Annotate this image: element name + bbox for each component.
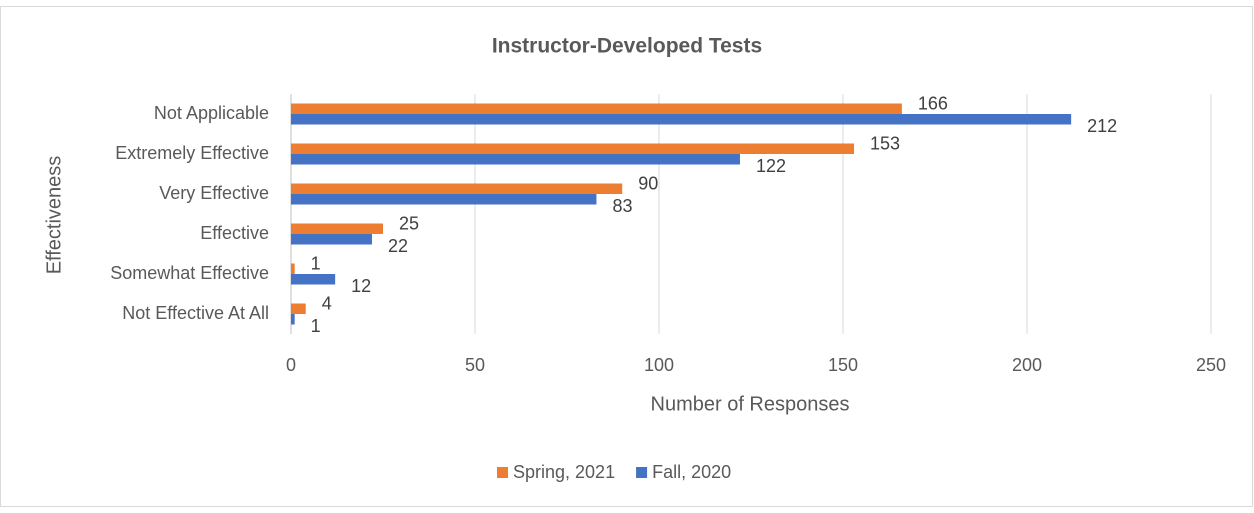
y-tick-label: Not Effective At All bbox=[122, 303, 269, 323]
y-tick-label: Not Applicable bbox=[154, 103, 269, 123]
y-tick-label: Extremely Effective bbox=[115, 143, 269, 163]
bar bbox=[291, 194, 597, 205]
y-tick-label: Very Effective bbox=[159, 183, 269, 203]
y-axis-title: Effectiveness bbox=[43, 156, 65, 275]
x-tick-label: 250 bbox=[1196, 355, 1226, 375]
x-tick-label: 200 bbox=[1012, 355, 1042, 375]
x-axis-title: Number of Responses bbox=[651, 393, 850, 415]
data-label: 4 bbox=[322, 293, 332, 313]
x-tick-label: 0 bbox=[286, 355, 296, 375]
bar bbox=[291, 143, 855, 154]
bar bbox=[291, 274, 336, 285]
x-tick-label: 150 bbox=[828, 355, 858, 375]
data-label: 166 bbox=[918, 93, 948, 113]
chart-border bbox=[0, 6, 1253, 507]
data-label: 90 bbox=[638, 173, 658, 193]
bar bbox=[291, 114, 1072, 125]
legend-swatch bbox=[497, 467, 508, 478]
chart-title: Instructor-Developed Tests bbox=[492, 35, 762, 58]
legend-label: Spring, 2021 bbox=[513, 462, 615, 482]
data-label: 1 bbox=[311, 253, 321, 273]
bar bbox=[291, 314, 295, 325]
bar bbox=[291, 154, 740, 165]
bar bbox=[291, 234, 372, 245]
data-label: 122 bbox=[756, 156, 786, 176]
bar bbox=[291, 303, 306, 314]
data-label: 25 bbox=[399, 213, 419, 233]
x-tick-label: 100 bbox=[644, 355, 674, 375]
data-label: 22 bbox=[388, 236, 408, 256]
data-label: 1 bbox=[311, 316, 321, 336]
y-tick-label: Somewhat Effective bbox=[110, 263, 269, 283]
data-label: 153 bbox=[870, 133, 900, 153]
legend-label: Fall, 2020 bbox=[652, 462, 731, 482]
bar bbox=[291, 103, 902, 114]
bar bbox=[291, 183, 623, 194]
data-label: 12 bbox=[351, 276, 371, 296]
y-tick-label: Effective bbox=[200, 223, 269, 243]
bar bbox=[291, 223, 383, 234]
data-label: 212 bbox=[1087, 116, 1117, 136]
bar bbox=[291, 263, 295, 274]
data-label: 83 bbox=[612, 196, 632, 216]
x-tick-label: 50 bbox=[465, 355, 485, 375]
legend-swatch bbox=[636, 467, 648, 478]
